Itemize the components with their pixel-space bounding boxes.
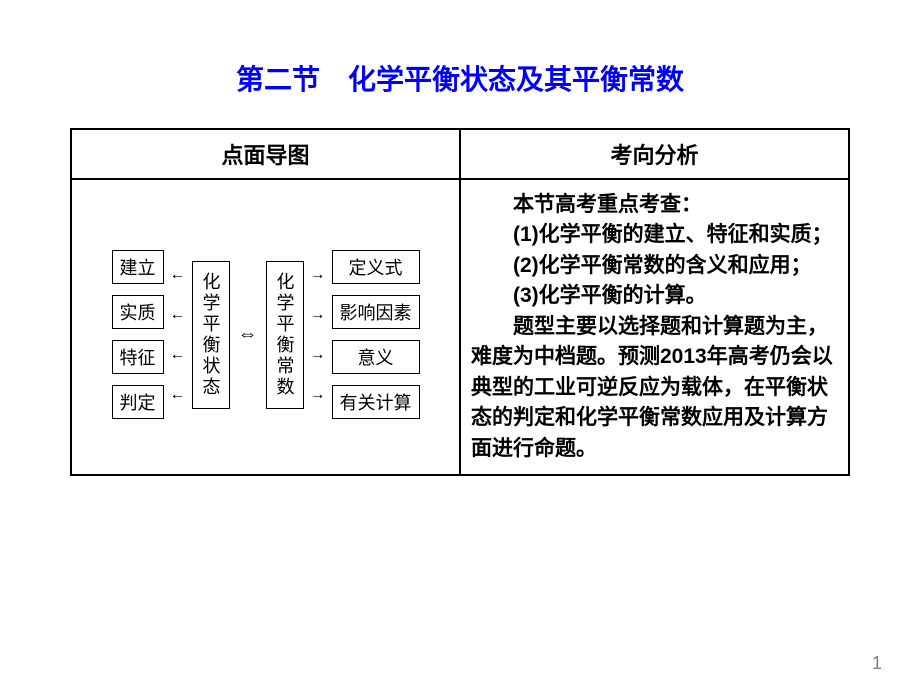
center-node-constant: 化学平衡常数	[266, 261, 304, 409]
analysis-point-3: (3)化学平衡的计算。	[471, 281, 838, 311]
analysis-point-2: (2)化学平衡常数的含义和应用；	[471, 251, 838, 281]
node-judge: 判定	[112, 385, 164, 419]
node-calculation: 有关计算	[332, 385, 420, 419]
analysis-body: 题型主要以选择题和计算题为主，难度为中档题。预测2013年高考仍会以典型的工业可…	[471, 312, 838, 464]
arrow-left-icon: ←	[170, 387, 186, 403]
node-definition: 定义式	[332, 250, 420, 284]
page-title: 第二节 化学平衡状态及其平衡常数	[0, 0, 920, 128]
left-nodes-column: 建立 实质 特征 判定	[112, 250, 164, 419]
node-essence: 实质	[112, 295, 164, 329]
arrow-right-icon: →	[310, 347, 326, 363]
right-arrows: → → → →	[310, 261, 326, 409]
arrow-right-icon: →	[310, 387, 326, 403]
arrow-right-icon: →	[310, 307, 326, 323]
diagram-cell: 建立 实质 特征 判定 ← ← ← ← 化学平衡状态 ⇔ 化学平衡常数 → →	[71, 179, 460, 475]
analysis-cell: 本节高考重点考查： (1)化学平衡的建立、特征和实质； (2)化学平衡常数的含义…	[460, 179, 849, 475]
node-establish: 建立	[112, 250, 164, 284]
right-nodes-column: 定义式 影响因素 意义 有关计算	[332, 250, 420, 419]
content-table: 点面导图 考向分析 建立 实质 特征 判定 ← ← ← ← 化学平衡状态 ⇔	[70, 128, 850, 476]
analysis-point-1: (1)化学平衡的建立、特征和实质；	[471, 220, 838, 250]
double-arrow-icon: ⇔	[236, 323, 260, 346]
header-diagram: 点面导图	[71, 129, 460, 179]
header-analysis: 考向分析	[460, 129, 849, 179]
concept-diagram: 建立 实质 特征 判定 ← ← ← ← 化学平衡状态 ⇔ 化学平衡常数 → →	[86, 250, 445, 419]
center-node-state: 化学平衡状态	[192, 261, 230, 409]
arrow-right-icon: →	[310, 267, 326, 283]
analysis-intro: 本节高考重点考查：	[471, 190, 838, 220]
arrow-left-icon: ←	[170, 347, 186, 363]
node-meaning: 意义	[332, 340, 420, 374]
left-arrows: ← ← ← ←	[170, 261, 186, 409]
page-number: 1	[872, 653, 882, 674]
node-factors: 影响因素	[332, 295, 420, 329]
arrow-left-icon: ←	[170, 267, 186, 283]
node-feature: 特征	[112, 340, 164, 374]
arrow-left-icon: ←	[170, 307, 186, 323]
